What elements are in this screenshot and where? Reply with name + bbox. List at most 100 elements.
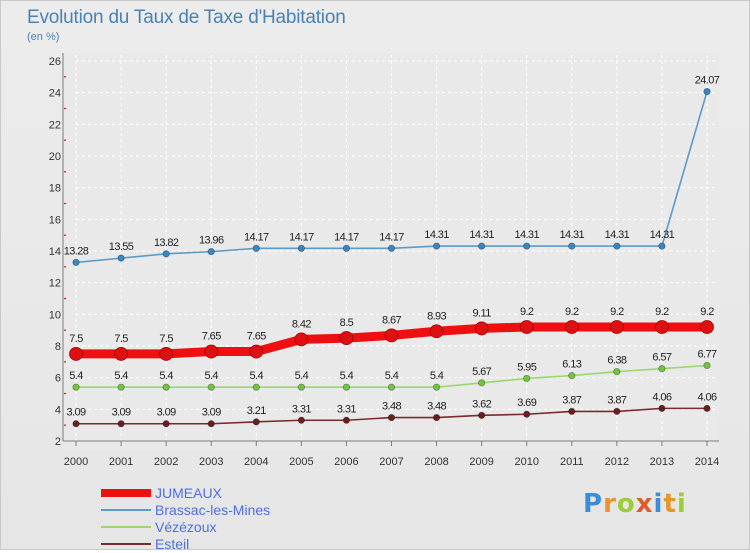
data-label: 13.96 bbox=[199, 235, 224, 247]
y-tick-label: 8 bbox=[55, 341, 61, 353]
data-point bbox=[609, 320, 624, 334]
x-tick-label: 2007 bbox=[379, 456, 403, 468]
x-tick-label: 2011 bbox=[560, 456, 584, 468]
data-point bbox=[72, 420, 80, 428]
data-label: 14.17 bbox=[244, 231, 269, 243]
data-label: 7.5 bbox=[114, 333, 128, 345]
data-point bbox=[703, 404, 711, 412]
y-tick-label: 10 bbox=[49, 309, 61, 321]
data-label: 24.07 bbox=[695, 75, 720, 87]
data-point bbox=[700, 320, 714, 334]
x-tick-label: 2006 bbox=[334, 456, 358, 468]
data-point bbox=[613, 368, 621, 376]
chart-title: Evolution du Taux de Taxe d'Habitation bbox=[27, 7, 346, 28]
data-label: 13.28 bbox=[64, 245, 89, 257]
data-point bbox=[703, 87, 711, 96]
data-label: 3.87 bbox=[562, 394, 581, 406]
legend-swatch bbox=[101, 543, 151, 545]
logo-letter: P bbox=[583, 489, 604, 519]
data-point bbox=[478, 411, 486, 419]
data-label: 3.31 bbox=[292, 403, 311, 415]
y-tick-label: 6 bbox=[55, 373, 61, 385]
data-label: 3.48 bbox=[382, 401, 401, 413]
data-label: 5.4 bbox=[204, 370, 218, 382]
y-tick-label: 26 bbox=[49, 56, 61, 68]
data-label: 14.17 bbox=[379, 231, 404, 243]
data-label: 5.4 bbox=[159, 370, 173, 382]
data-label: 5.4 bbox=[295, 370, 309, 382]
data-point bbox=[523, 242, 531, 250]
data-label: 7.5 bbox=[69, 333, 83, 345]
data-point bbox=[297, 416, 305, 424]
data-label: 14.31 bbox=[650, 229, 675, 241]
data-point bbox=[72, 258, 80, 266]
data-point bbox=[429, 324, 444, 339]
data-point bbox=[294, 332, 309, 347]
legend-label: JUMEAUX bbox=[155, 485, 222, 501]
data-point bbox=[207, 420, 215, 428]
data-point bbox=[432, 413, 441, 422]
data-point bbox=[655, 320, 669, 334]
data-label: 14.31 bbox=[605, 229, 630, 241]
data-label: 3.09 bbox=[157, 407, 176, 419]
data-point bbox=[297, 244, 305, 252]
data-label: 5.4 bbox=[250, 370, 264, 382]
data-label: 9.2 bbox=[700, 306, 714, 318]
data-label: 8.67 bbox=[382, 314, 401, 326]
legend-swatch bbox=[101, 489, 151, 497]
data-point bbox=[342, 383, 351, 391]
data-point bbox=[658, 404, 666, 412]
data-label: 14.17 bbox=[334, 231, 359, 243]
data-label: 4.06 bbox=[697, 391, 716, 403]
data-point bbox=[568, 372, 576, 380]
legend-swatch bbox=[101, 509, 151, 511]
data-label: 9.2 bbox=[520, 306, 534, 318]
data-label: 5.4 bbox=[69, 370, 83, 382]
y-tick-label: 24 bbox=[49, 88, 61, 100]
data-point bbox=[519, 320, 534, 334]
data-point bbox=[432, 383, 441, 391]
chart-subtitle: (en %) bbox=[27, 31, 60, 43]
data-label: 6.57 bbox=[652, 352, 671, 364]
data-label: 3.09 bbox=[202, 407, 221, 419]
data-label: 13.55 bbox=[109, 241, 134, 253]
data-point bbox=[384, 328, 399, 343]
data-label: 14.31 bbox=[424, 229, 449, 241]
data-point bbox=[69, 347, 83, 361]
y-tick-label: 4 bbox=[55, 404, 61, 416]
data-point bbox=[658, 242, 666, 250]
data-label: 5.4 bbox=[385, 370, 399, 382]
y-tick-label: 14 bbox=[49, 246, 61, 258]
data-label: 5.95 bbox=[517, 361, 536, 373]
data-point bbox=[159, 347, 174, 361]
logo-letter: i bbox=[676, 489, 687, 519]
y-tick-label: 18 bbox=[49, 183, 61, 195]
data-point bbox=[252, 244, 260, 252]
data-point bbox=[117, 254, 125, 262]
legend-label: Vézézoux bbox=[155, 519, 217, 535]
data-point bbox=[432, 242, 441, 250]
data-label: 7.65 bbox=[202, 331, 221, 343]
legend-label: Esteil bbox=[155, 536, 190, 552]
x-tick-label: 2000 bbox=[64, 456, 88, 468]
data-label: 9.2 bbox=[610, 306, 624, 318]
data-point bbox=[613, 242, 621, 250]
data-label: 6.77 bbox=[697, 348, 716, 360]
data-point bbox=[207, 383, 215, 391]
data-point bbox=[114, 347, 128, 361]
data-label: 9.2 bbox=[655, 306, 669, 318]
data-label: 6.13 bbox=[562, 359, 581, 371]
data-label: 9.11 bbox=[473, 307, 492, 319]
x-tick-label: 2010 bbox=[514, 456, 538, 468]
data-point bbox=[162, 383, 170, 391]
data-label: 5.4 bbox=[114, 370, 128, 382]
data-point bbox=[207, 248, 215, 256]
y-tick-label: 20 bbox=[49, 151, 61, 163]
data-point bbox=[703, 361, 711, 370]
data-label: 14.17 bbox=[289, 231, 314, 243]
data-point bbox=[297, 383, 305, 391]
data-point bbox=[342, 244, 351, 252]
data-point bbox=[523, 410, 531, 418]
